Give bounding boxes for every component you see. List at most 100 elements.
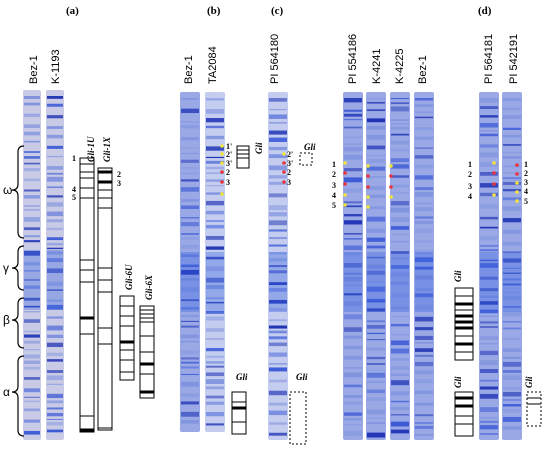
gel-band-3-36 — [181, 373, 199, 376]
gel-band-3-13 — [181, 198, 199, 202]
gel-band-3-3 — [181, 121, 199, 123]
gel-band-7-39 — [367, 417, 385, 419]
gel-band-11-27 — [503, 306, 521, 308]
marker-dot-30 — [515, 172, 519, 176]
gel-band-3-2 — [181, 108, 199, 114]
gel-band-11-33 — [503, 356, 521, 359]
gel-band-5-20 — [269, 258, 287, 262]
gel-band-5-11 — [269, 181, 287, 185]
gel-band-1-36 — [24, 377, 40, 380]
gli-d-right-diagram — [526, 391, 542, 427]
gel-band-11-38 — [503, 391, 521, 397]
gel-band-8-8 — [391, 140, 409, 145]
gel-band-3-31 — [181, 340, 199, 343]
gel-band-8-1 — [391, 98, 409, 100]
gel-band-8-31 — [391, 340, 409, 346]
gel-band-6-34 — [344, 384, 362, 388]
gli-label-d-right: Gli — [524, 376, 534, 388]
gel-band-11-26 — [503, 296, 521, 301]
num-c2-2: 2 — [332, 170, 336, 179]
gel-band-2-8 — [47, 166, 63, 170]
gel-band-9-9 — [415, 164, 433, 169]
gel-band-7-16 — [367, 228, 385, 233]
gel-band-11-28 — [503, 311, 521, 317]
lane-label-pi564181: PI 564181 — [483, 34, 495, 84]
gel-band-2-32 — [47, 359, 63, 362]
gli-label-c-bottom: Gli — [296, 372, 308, 382]
gli-b-top-diagram-frame — [236, 145, 250, 169]
gel-band-8-25 — [391, 281, 409, 285]
gel-band-3-4 — [181, 124, 199, 129]
gel-band-4-1 — [206, 98, 224, 101]
gel-band-5-36 — [269, 390, 287, 396]
gel-zone-6 — [344, 252, 362, 312]
gel-band-11-15 — [503, 206, 521, 211]
gel-band-4-23 — [206, 285, 224, 290]
gel-band-3-26 — [181, 307, 199, 310]
gli-1x-diagram-frame — [97, 167, 113, 431]
marker-dot-17 — [366, 174, 370, 178]
gel-band-5-4 — [269, 122, 287, 124]
gel-band-5-26 — [269, 308, 287, 312]
gel-band-5-28 — [269, 325, 287, 329]
gel-band-2-7 — [47, 155, 63, 158]
gel-zone-2 — [47, 250, 63, 310]
gel-band-1-5 — [24, 131, 40, 136]
gel-band-4-18 — [206, 235, 224, 240]
gel-band-10-22 — [480, 288, 498, 292]
gel-band-7-9 — [367, 158, 385, 164]
gel-band-8-12 — [391, 175, 409, 178]
gel-band-3-10 — [181, 172, 199, 175]
gel-lanes — [23, 90, 522, 440]
gel-band-6-31 — [344, 355, 362, 360]
gel-band-5-17 — [269, 236, 287, 240]
gel-band-8-5 — [391, 123, 409, 125]
marker-dot-12 — [343, 171, 347, 175]
gel-band-11-40 — [503, 404, 521, 407]
gel-zone-5 — [269, 252, 287, 312]
gel-band-2-20 — [47, 251, 63, 255]
gel-band-7-20 — [367, 264, 385, 269]
gel-band-5-40 — [269, 432, 287, 436]
gel-band-3-17 — [181, 233, 199, 235]
gli-6u-label: Gli-6U — [124, 264, 134, 290]
gel-band-4-33 — [206, 365, 224, 368]
gel-band-11-9 — [503, 165, 521, 168]
gel-band-7-25 — [367, 308, 385, 312]
gli-label-b-bottom: Gli — [236, 372, 248, 382]
marker-dot-25 — [492, 161, 496, 165]
gel-band-4-37 — [206, 395, 224, 399]
gel-band-8-36 — [391, 380, 409, 386]
marker-dot-32 — [515, 190, 519, 194]
num-d2-4: 4 — [524, 187, 528, 196]
gel-band-11-8 — [503, 156, 521, 159]
num-a-4: 4 — [72, 185, 76, 194]
gel-band-10-40 — [480, 425, 498, 430]
num-c-3: 3 — [287, 178, 291, 187]
gel-band-11-35 — [503, 370, 521, 373]
num-c2-5: 5 — [332, 201, 336, 210]
gel-band-7-27 — [367, 324, 385, 329]
gel-lane-2 — [46, 90, 64, 440]
gel-band-5-39 — [269, 422, 287, 425]
gel-band-6-22 — [344, 272, 362, 275]
gel-band-8-26 — [391, 293, 409, 298]
num-c2-1: 1 — [332, 160, 336, 169]
gel-band-10-30 — [480, 343, 498, 345]
gli-6x-diagram — [139, 305, 155, 399]
gel-band-3-5 — [181, 137, 199, 141]
region-gamma: γ — [3, 261, 9, 275]
gli-label-c-top: Gli — [304, 142, 316, 152]
gel-band-3-14 — [181, 205, 199, 209]
gel-band-7-40 — [367, 422, 385, 424]
gel-band-3-18 — [181, 237, 199, 240]
gel-band-11-18 — [503, 241, 521, 246]
gel-band-5-34 — [269, 367, 287, 372]
gel-band-6-15 — [344, 214, 362, 217]
gel-band-8-19 — [391, 233, 409, 236]
gel-band-9-8 — [415, 155, 433, 159]
gel-band-7-31 — [367, 356, 385, 360]
gel-band-9-15 — [415, 216, 433, 219]
gel-band-11-4 — [503, 127, 521, 130]
